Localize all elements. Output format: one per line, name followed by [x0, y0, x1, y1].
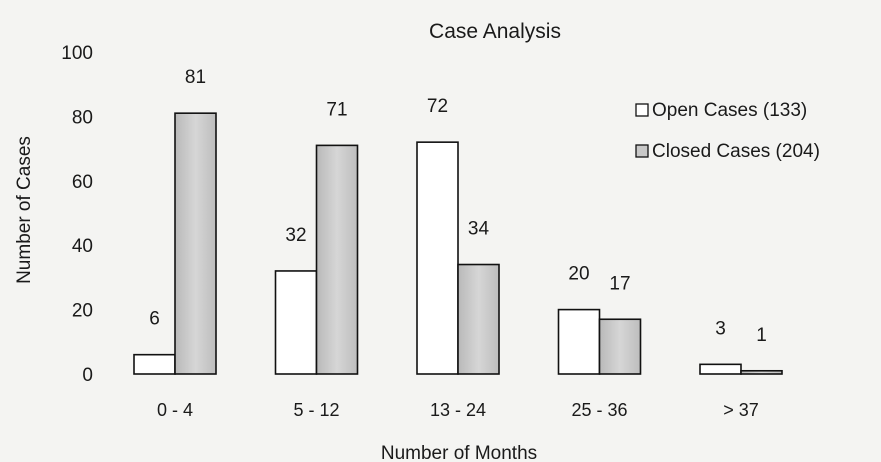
bar-closed-cases [740, 369, 783, 375]
x-axis-label: Number of Months [381, 443, 537, 462]
y-tick-label: 40 [72, 236, 93, 257]
data-label: 81 [185, 67, 206, 88]
data-label: 6 [149, 309, 160, 330]
bar-open-cases [416, 141, 459, 375]
legend-swatch [635, 144, 649, 158]
bars: 6 81 32 71 72 34 20 17 3 1 [133, 67, 783, 375]
bar-open-cases [699, 363, 742, 375]
chart-title: Case Analysis [429, 20, 561, 43]
y-tick-label: 60 [72, 172, 93, 193]
data-label: 32 [285, 225, 306, 246]
y-tick-label: 20 [72, 301, 93, 322]
data-label: 1 [756, 325, 767, 346]
bar-open-cases [557, 308, 601, 375]
data-label: 34 [468, 219, 490, 240]
x-tick-label: 25 - 36 [571, 400, 627, 420]
y-tick-label: 100 [61, 43, 93, 64]
legend-label: Closed Cases (204) [652, 141, 820, 162]
bar-open-cases [133, 353, 176, 375]
data-label: 20 [568, 264, 589, 285]
y-tick-label: 80 [72, 107, 93, 128]
y-axis-label: Number of Cases [14, 136, 35, 284]
x-tick-label: > 37 [723, 400, 759, 420]
bar-closed-cases [174, 112, 217, 375]
legend: Open Cases (133) Closed Cases (204) [635, 100, 820, 162]
legend-label: Open Cases (133) [652, 100, 807, 121]
y-axis-ticks: 0 20 40 60 80 100 [61, 43, 93, 386]
data-label: 3 [715, 318, 726, 339]
x-tick-label: 13 - 24 [430, 400, 486, 420]
bar-closed-cases [315, 144, 359, 375]
data-label: 71 [326, 99, 347, 120]
x-axis-ticks: 0 - 4 5 - 12 13 - 24 25 - 36 > 37 [157, 400, 759, 420]
x-tick-label: 0 - 4 [157, 400, 193, 420]
x-tick-label: 5 - 12 [293, 400, 339, 420]
bar-closed-cases [598, 318, 642, 375]
y-tick-label: 0 [82, 365, 93, 386]
bar-closed-cases [457, 263, 500, 375]
data-label: 17 [609, 273, 630, 294]
legend-swatch [635, 103, 649, 117]
bar-open-cases [274, 270, 318, 375]
data-label: 72 [427, 96, 448, 117]
